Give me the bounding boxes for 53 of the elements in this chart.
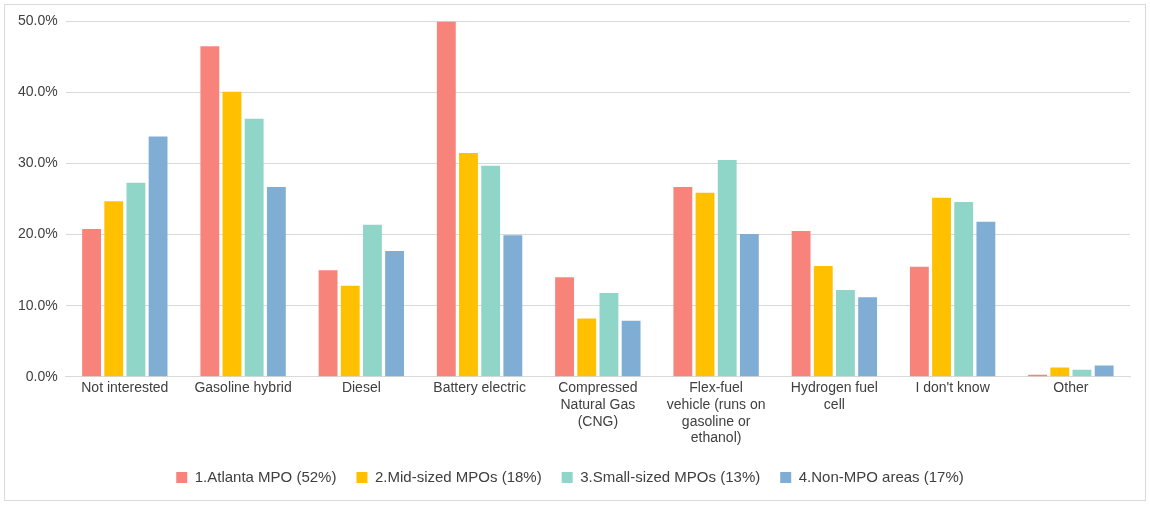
x-tick-label: Other bbox=[1053, 379, 1089, 396]
bar bbox=[126, 182, 146, 377]
bar bbox=[503, 235, 523, 377]
bar bbox=[244, 118, 264, 377]
bar bbox=[222, 91, 242, 377]
bar bbox=[385, 250, 405, 377]
bar bbox=[481, 165, 501, 377]
bar bbox=[148, 136, 168, 377]
bar bbox=[673, 187, 693, 377]
bar bbox=[318, 270, 338, 377]
y-tick-label: 50.0% bbox=[17, 12, 58, 29]
bar bbox=[363, 224, 382, 377]
x-tick-label: Hydrogen fuel cell bbox=[790, 379, 878, 412]
legend-label: 3.Small-sized MPOs (13%) bbox=[580, 467, 761, 485]
y-tick-label: 40.0% bbox=[17, 83, 58, 100]
x-tick-label: Not interested bbox=[81, 379, 169, 396]
x-tick-label: Compressed Natural Gas (CNG) bbox=[558, 379, 638, 429]
bar bbox=[717, 160, 737, 377]
x-tick-label: Diesel bbox=[341, 379, 381, 396]
bar bbox=[599, 292, 619, 377]
bar bbox=[577, 318, 597, 377]
bar bbox=[1050, 367, 1070, 377]
bar bbox=[621, 320, 641, 377]
y-tick-label: 0.0% bbox=[25, 367, 58, 384]
bar bbox=[104, 201, 124, 377]
bar bbox=[813, 265, 833, 377]
legend-label: 1.Atlanta MPO (52%) bbox=[194, 467, 337, 485]
bar bbox=[266, 187, 286, 377]
bar bbox=[836, 290, 855, 377]
bar bbox=[340, 285, 360, 377]
bar bbox=[976, 221, 996, 377]
bar bbox=[555, 277, 575, 377]
bar bbox=[695, 192, 715, 377]
bar bbox=[858, 297, 878, 377]
bar bbox=[459, 152, 478, 377]
x-tick-label: Battery electric bbox=[433, 379, 526, 396]
y-tick-label: 30.0% bbox=[17, 154, 58, 171]
bar bbox=[1094, 365, 1114, 377]
x-tick-label: I don't know bbox=[915, 379, 991, 396]
bar bbox=[200, 46, 220, 377]
bar bbox=[954, 201, 974, 377]
bar bbox=[739, 233, 759, 377]
x-tick-label: Flex-fuel vehicle (runs on gasoline or ethanol) bbox=[666, 379, 766, 446]
bar bbox=[909, 266, 929, 377]
x-tick-label: Gasoline hybrid bbox=[194, 379, 292, 396]
bar bbox=[932, 197, 951, 377]
legend-label: 2.Mid-sized MPOs (18%) bbox=[374, 467, 542, 485]
legend-label: 4.Non-MPO areas (17%) bbox=[798, 467, 964, 485]
y-tick-label: 10.0% bbox=[17, 296, 58, 313]
bar bbox=[436, 21, 456, 377]
y-tick-label: 20.0% bbox=[17, 225, 58, 242]
bar bbox=[791, 231, 811, 377]
bar bbox=[82, 228, 101, 377]
